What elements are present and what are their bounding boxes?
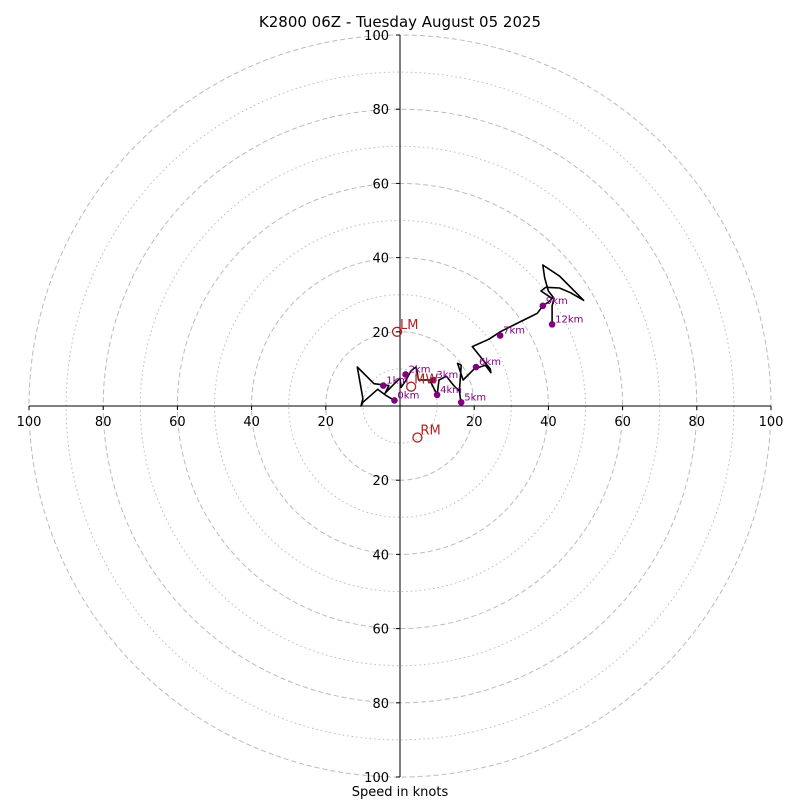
y-tick-label: 100 [364, 771, 389, 786]
height-point-12km [548, 321, 556, 328]
y-tick-label: 40 [372, 252, 389, 267]
x-tick-label: 80 [689, 415, 706, 430]
height-point-2km [402, 371, 409, 378]
y-tick-label: 80 [372, 697, 389, 712]
hodograph-trace-layer [356, 264, 585, 407]
motion-label-LM: LM [400, 318, 418, 333]
height-label-0km: 0km [397, 390, 419, 401]
y-tick-label: 60 [372, 623, 389, 638]
x-tick-label: 60 [169, 415, 186, 430]
x-tick-label: 20 [466, 415, 483, 430]
axes [29, 35, 771, 777]
y-tick-label: 60 [372, 177, 389, 192]
height-point-4km [433, 391, 441, 399]
chart-title: K2800 06Z - Tuesday August 05 2025 [259, 13, 541, 31]
height-label-3km: 3km [436, 370, 458, 381]
motion-marker-RM [412, 432, 423, 443]
x-tick-label: 60 [614, 415, 631, 430]
motion-marker-MW [405, 381, 417, 392]
y-tick-label: 20 [372, 326, 389, 341]
x-tick-label: 20 [318, 415, 335, 430]
motion-label-RM: RM [420, 424, 440, 439]
height-point-7km [496, 332, 504, 339]
x-tick-label: 100 [17, 415, 42, 430]
height-label-2km: 2km [409, 364, 431, 375]
x-tick-label: 40 [540, 415, 557, 430]
motion-label-MW: MW [414, 373, 438, 388]
height-label-12km: 12km [555, 314, 583, 325]
y-tick-label: 40 [372, 548, 389, 563]
x-axis-label: Speed in knots [352, 785, 449, 800]
hodograph-trace [356, 264, 585, 407]
tick-labels: 100 80 60 40 20 20 40 60 80 100 100 80 60 40 20 20 40 60 8… [17, 29, 784, 786]
height-point-9km [539, 302, 547, 310]
y-tick-label: 20 [372, 474, 389, 489]
x-tick-label: 40 [243, 415, 260, 430]
height-label-5km: 5km [464, 392, 486, 403]
height-point-5km [457, 398, 465, 406]
height-label-1km: 1km [386, 376, 408, 387]
height-label-9km: 9km [546, 296, 568, 307]
height-point-0km [391, 397, 398, 404]
height-point-1km [380, 382, 387, 389]
x-tick-label: 100 [759, 415, 784, 430]
height-point-3km [430, 376, 437, 384]
storm-motion-layer: LM MW RM [391, 318, 441, 443]
x-tick-label: 80 [95, 415, 112, 430]
y-tick-label: 100 [364, 29, 389, 44]
height-point-6km [472, 363, 480, 371]
motion-marker-LM [391, 326, 403, 337]
height-label-6km: 6km [479, 357, 501, 368]
height-label-7km: 7km [503, 326, 525, 337]
y-tick-label: 80 [372, 103, 389, 118]
height-label-4km: 4km [440, 385, 462, 396]
